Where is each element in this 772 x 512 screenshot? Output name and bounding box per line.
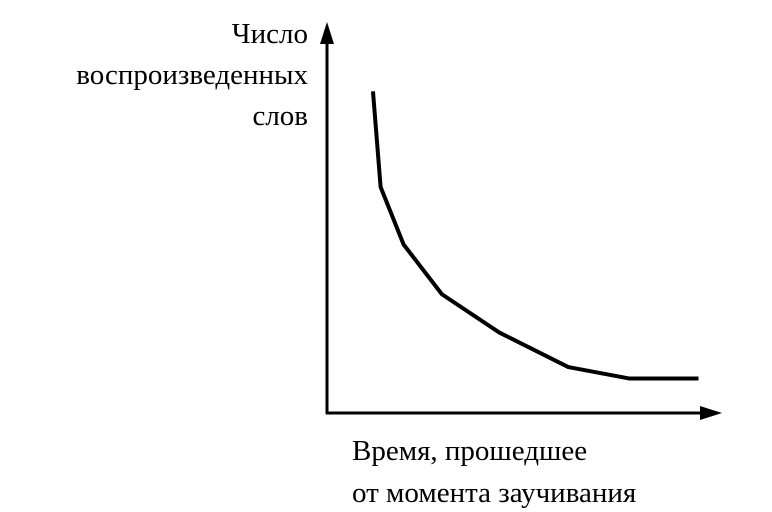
x-axis-arrow (700, 406, 722, 420)
data-line (370, 91, 699, 381)
x-axis-label: Время, прошедшее (352, 435, 587, 467)
y-axis-label: слов (252, 100, 308, 132)
x-axis-label: от момента заучивания (352, 477, 636, 509)
y-axis-arrow (320, 22, 334, 44)
y-axis-label: Число (232, 18, 308, 50)
y-axis-label: воспроизведенных (76, 59, 308, 91)
